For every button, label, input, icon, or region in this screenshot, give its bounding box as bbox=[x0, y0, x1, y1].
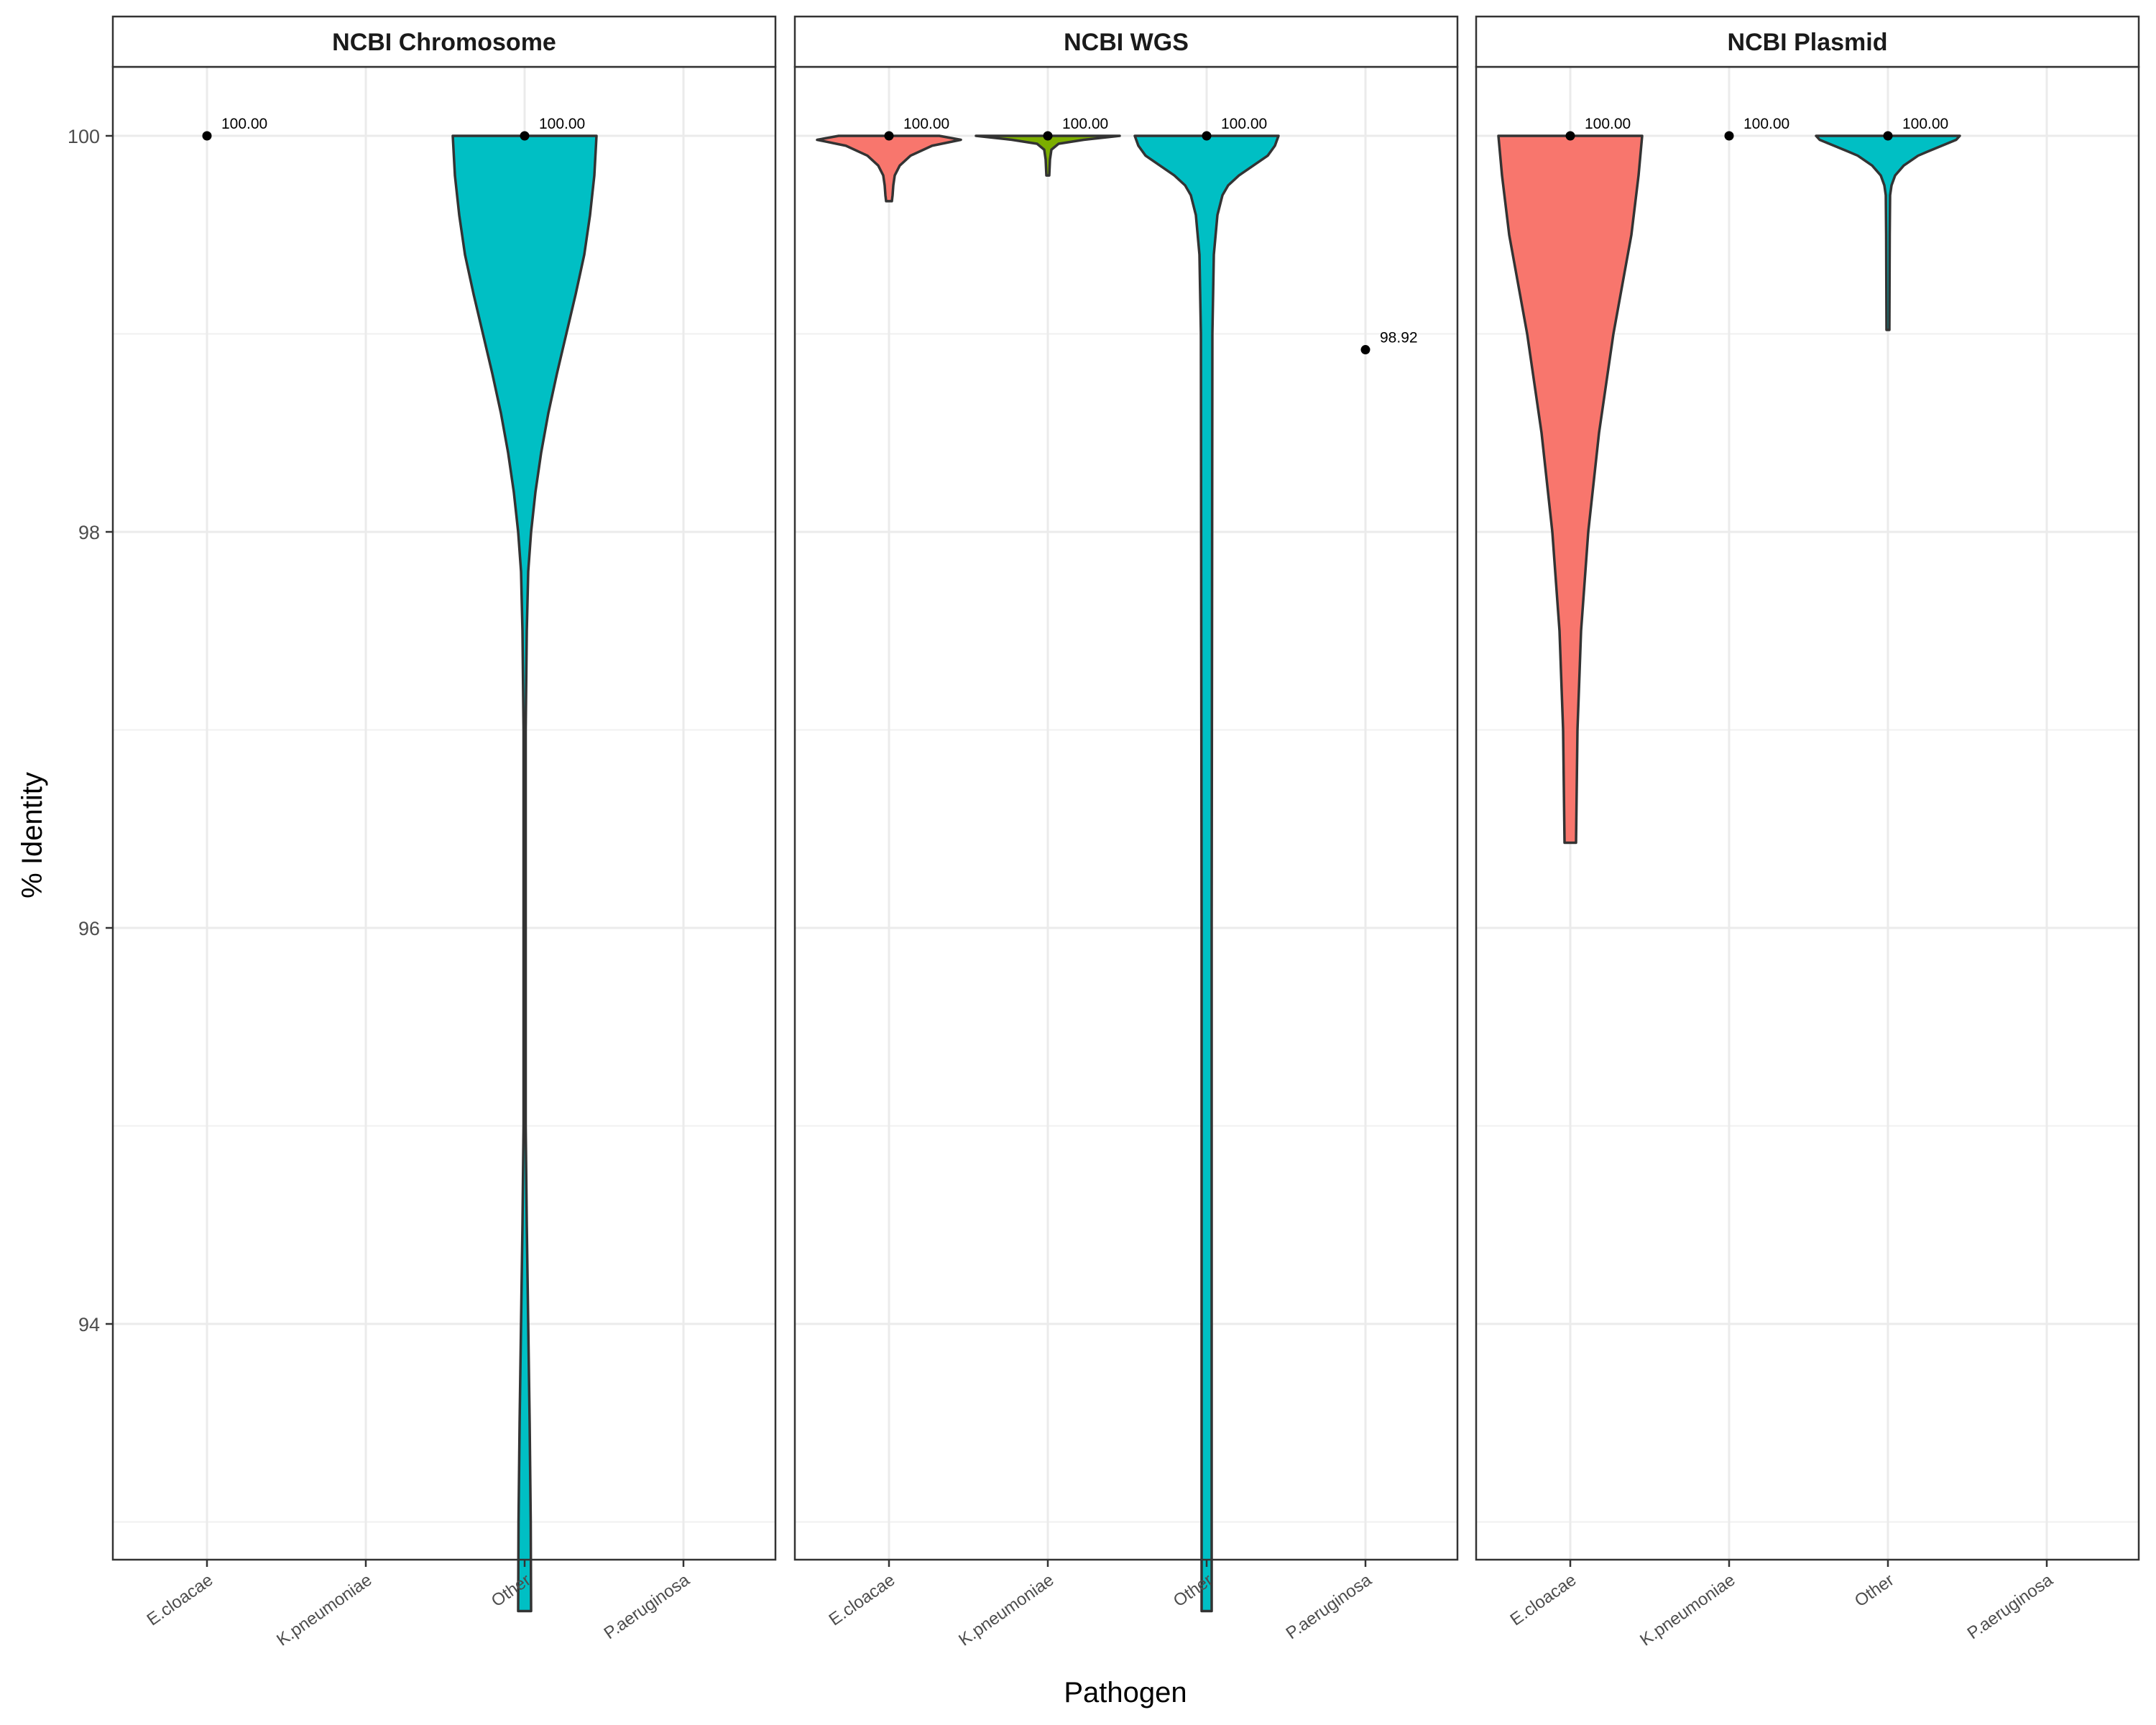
y-tick-label: 94 bbox=[78, 1314, 100, 1335]
median-point-other bbox=[1202, 131, 1212, 141]
y-tick-label: 98 bbox=[78, 522, 100, 543]
data-label-p-aeruginosa: 98.92 bbox=[1380, 330, 1418, 346]
data-label-k-pneumoniae: 100.00 bbox=[1062, 116, 1108, 132]
y-tick-label: 100 bbox=[68, 126, 100, 147]
median-point-k-pneumoniae bbox=[1724, 131, 1734, 141]
y-axis-title: % Identity bbox=[17, 772, 48, 898]
data-label-other: 100.00 bbox=[539, 116, 585, 132]
data-label-k-pneumoniae: 100.00 bbox=[1743, 116, 1789, 132]
panel-ncbi-plasmid: 100.00 100.00 100.00 NCBI Plasmid E.cloacae K… bbox=[1475, 15, 2140, 1650]
x-tick-label: E.cloacae bbox=[826, 1570, 899, 1630]
strip-title: NCBI WGS bbox=[1064, 29, 1189, 56]
y-tick-label: 96 bbox=[78, 918, 100, 939]
violin-other bbox=[1133, 134, 1280, 1613]
panel-background bbox=[795, 67, 1457, 1560]
data-label-e-cloacae: 100.00 bbox=[221, 116, 267, 132]
violin-other bbox=[1815, 134, 1961, 331]
median-point-k-pneumoniae bbox=[1043, 131, 1053, 141]
median-point-other bbox=[1883, 131, 1893, 141]
median-point-e-cloacae bbox=[884, 131, 894, 141]
strip-background bbox=[793, 15, 1459, 68]
data-label-other: 100.00 bbox=[1902, 116, 1948, 132]
panel-background bbox=[113, 67, 775, 1560]
violin-e-cloacae bbox=[816, 134, 962, 203]
data-label-e-cloacae: 100.00 bbox=[1585, 116, 1631, 132]
panel-ncbi-wgs: 100.00 100.00 100.00 98.92 NCBI WGS E.cloacae… bbox=[793, 15, 1459, 1650]
median-point-e-cloacae bbox=[1565, 131, 1575, 141]
median-point-p-aeruginosa bbox=[1360, 345, 1370, 355]
data-label-e-cloacae: 100.00 bbox=[903, 116, 949, 132]
x-tick-label: K.pneumoniae bbox=[955, 1570, 1057, 1650]
x-tick-label: P.aeruginosa bbox=[1283, 1570, 1376, 1643]
strip-title: NCBI Plasmid bbox=[1728, 29, 1888, 56]
median-point-other bbox=[520, 131, 530, 141]
x-axis-title: Pathogen bbox=[1064, 1677, 1187, 1708]
x-tick-label: K.pneumoniae bbox=[1636, 1570, 1738, 1650]
x-tick-label: E.cloacae bbox=[144, 1570, 217, 1630]
x-tick-label: P.aeruginosa bbox=[1964, 1570, 2057, 1643]
x-tick-label: P.aeruginosa bbox=[601, 1570, 694, 1643]
violin-other bbox=[451, 134, 598, 1613]
panel-ncbi-chromosome: 100.00 100.00 NCBI Chromosome E.cloacae K.pn… bbox=[111, 15, 777, 1650]
violin-k-pneumoniae bbox=[975, 134, 1121, 177]
strip-title: NCBI Chromosome bbox=[332, 29, 556, 56]
x-tick-label: E.cloacae bbox=[1507, 1570, 1580, 1630]
violin-e-cloacae bbox=[1497, 134, 1644, 845]
strip-background bbox=[111, 15, 777, 68]
strip-background bbox=[1475, 15, 2140, 68]
x-tick-label: Other bbox=[1851, 1570, 1898, 1611]
median-point-e-cloacae bbox=[202, 131, 212, 141]
data-label-other: 100.00 bbox=[1221, 116, 1267, 132]
x-tick-label: K.pneumoniae bbox=[273, 1570, 375, 1650]
